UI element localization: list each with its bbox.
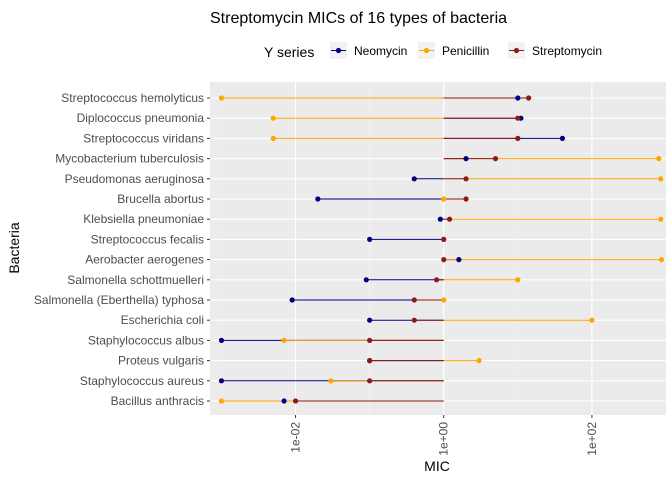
- point-streptomycin: [433, 277, 440, 283]
- point-streptomycin: [292, 398, 299, 404]
- point-penicillin: [441, 196, 447, 202]
- point-penicillin: [589, 317, 595, 323]
- point-neomycin: [463, 156, 469, 162]
- point-streptomycin: [441, 236, 447, 242]
- legend-label: Penicillin: [442, 44, 489, 58]
- point-streptomycin: [411, 317, 417, 323]
- y-tick-label: Brucella abortus: [117, 192, 204, 206]
- point-penicillin: [656, 156, 662, 162]
- point-penicillin: [476, 358, 482, 364]
- y-tick-label: Mycobacterium tuberculosis: [55, 152, 204, 166]
- y-axis-title: Bacteria: [6, 222, 22, 274]
- legend-title: Y series: [264, 44, 314, 60]
- point-penicillin: [658, 257, 665, 263]
- point-penicillin: [270, 115, 276, 121]
- y-tick-label: Bacillus anthracis: [111, 394, 204, 408]
- point-penicillin: [658, 216, 664, 222]
- x-tick-label: 1e+00: [437, 422, 451, 456]
- point-streptomycin: [411, 297, 417, 303]
- point-streptomycin: [515, 135, 521, 141]
- point-streptomycin: [515, 115, 521, 121]
- point-neomycin: [363, 277, 369, 283]
- point-streptomycin: [492, 156, 499, 162]
- point-streptomycin: [463, 196, 469, 202]
- point-neomycin: [289, 297, 295, 303]
- y-tick-label: Diplococcus pneumonia: [77, 111, 205, 125]
- y-tick-label: Staphylococcus albus: [88, 333, 204, 347]
- x-tick-label: 1e+02: [585, 422, 599, 456]
- x-axis-title: MIC: [424, 458, 450, 474]
- point-neomycin: [218, 337, 225, 343]
- y-tick-label: Staphylococcus aureus: [80, 374, 204, 388]
- point-streptomycin: [367, 358, 373, 364]
- point-neomycin: [559, 135, 566, 141]
- y-tick-label: Salmonella schottmuelleri: [67, 273, 204, 287]
- point-neomycin: [456, 257, 462, 263]
- point-streptomycin: [447, 216, 453, 222]
- point-penicillin: [218, 95, 225, 101]
- point-streptomycin: [463, 176, 469, 182]
- point-penicillin: [281, 337, 287, 343]
- point-penicillin: [658, 176, 664, 182]
- y-tick-label: Streptococcus fecalis: [91, 232, 204, 246]
- legend-key-point: [423, 47, 430, 54]
- x-axis-ticks: 1e-02 1e+00 1e+02: [289, 415, 599, 456]
- point-streptomycin: [441, 257, 447, 263]
- y-tick-label: Klebsiella pneumoniae: [83, 212, 204, 226]
- point-streptomycin: [367, 337, 373, 343]
- legend-label: Streptomycin: [532, 44, 602, 58]
- y-tick-label: Pseudomonas aeruginosa: [65, 172, 205, 186]
- y-tick-label: Escherichia coli: [121, 313, 204, 327]
- legend-key-point: [513, 47, 520, 54]
- y-tick-label: Streptococcus hemolyticus: [61, 91, 204, 105]
- y-tick-label: Proteus vulgaris: [118, 354, 204, 368]
- point-penicillin: [218, 398, 225, 404]
- x-tick-label: 1e-02: [289, 422, 303, 453]
- point-penicillin: [441, 297, 447, 303]
- point-neomycin: [367, 317, 373, 323]
- point-neomycin: [437, 216, 443, 222]
- point-neomycin: [315, 196, 321, 202]
- point-penicillin: [328, 378, 334, 384]
- point-neomycin: [411, 176, 417, 182]
- point-streptomycin: [367, 378, 373, 384]
- y-tick-label: Aerobacter aerogenes: [85, 253, 204, 267]
- point-neomycin: [515, 95, 521, 101]
- legend: Y series Neomycin Penicillin Streptomycin: [264, 42, 602, 60]
- point-penicillin: [270, 135, 276, 141]
- y-axis-ticks: Streptococcus hemolyticus Diplococcus pne…: [34, 91, 210, 408]
- plot-panel: [210, 82, 666, 415]
- point-penicillin: [515, 277, 521, 283]
- y-tick-label: Salmonella (Eberthella) typhosa: [34, 293, 204, 307]
- legend-label: Neomycin: [354, 44, 407, 58]
- chart-marks: [218, 95, 665, 404]
- y-tick-label: Streptococcus viridans: [83, 131, 204, 145]
- point-neomycin: [367, 236, 373, 242]
- point-neomycin: [281, 398, 287, 404]
- point-neomycin: [218, 378, 225, 384]
- legend-key-point: [335, 47, 342, 54]
- point-streptomycin: [526, 95, 532, 101]
- chart-title: Streptomycin MICs of 16 types of bacteri…: [210, 10, 507, 27]
